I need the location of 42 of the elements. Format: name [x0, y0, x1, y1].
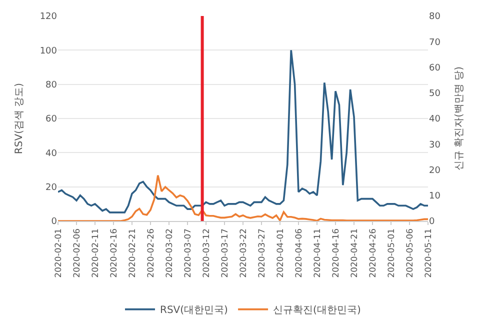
y2-tick-label: 80: [429, 12, 441, 22]
y-tick-label: 20: [46, 182, 58, 193]
x-tick-label: 2020-02-01: [54, 228, 64, 278]
y2-axis-title: 신규 확진자(백만명 당): [454, 66, 466, 171]
x-tick-label: 2020-03-22: [238, 228, 249, 278]
x-tick-label: 2020-02-11: [90, 228, 101, 278]
x-tick-label: 2020-04-11: [312, 228, 323, 278]
y2-tick-label: 40: [429, 114, 441, 125]
x-tick-label: 2020-04-01: [276, 228, 286, 278]
x-tick-label: 2020-03-17: [220, 228, 230, 278]
y-tick-label: 0: [51, 217, 58, 228]
y-tick-label: 80: [46, 80, 58, 90]
y-tick-label: 100: [40, 46, 58, 56]
y-tick-label: 120: [40, 12, 58, 22]
y2-tick-label: 10: [429, 192, 441, 202]
x-tick-label: 2020-03-27: [257, 228, 268, 278]
x-tick-label: 2020-03-12: [202, 228, 212, 278]
y-axis-title: RSV(검색 강도): [14, 82, 25, 154]
y2-tick-label: 70: [429, 38, 441, 48]
x-tick-label: 2020-03-02: [164, 228, 175, 278]
x-tick-label: 2020-04-21: [350, 228, 360, 278]
x-tick-label: 2020-05-06: [405, 228, 416, 278]
x-tick-label: 2020-02-06: [72, 228, 82, 278]
legend-label: 신규확진(대한민국): [273, 305, 361, 316]
x-tick-label: 2020-02-16: [109, 228, 120, 278]
y2-tick-label: 60: [429, 63, 441, 74]
x-tick-label: 2020-04-26: [368, 228, 378, 278]
y-tick-label: 40: [46, 148, 58, 159]
x-tick-label: 2020-05-11: [424, 228, 434, 278]
y2-tick-label: 20: [429, 166, 441, 176]
x-tick-label: 2020-02-26: [146, 228, 156, 278]
y2-tick-label: 50: [429, 89, 441, 100]
y-tick-label: 60: [46, 114, 58, 125]
x-tick-label: 2020-04-16: [331, 228, 342, 278]
legend-label: RSV(대한민국): [160, 305, 228, 316]
y2-tick-label: 0: [429, 217, 435, 228]
x-tick-label: 2020-05-01: [386, 228, 397, 278]
x-tick-label: 2020-03-07: [183, 228, 194, 278]
line-series: [58, 49, 428, 214]
y2-tick-label: 30: [429, 140, 441, 150]
x-tick-label: 2020-04-06: [294, 228, 304, 278]
x-tick-label: 2020-02-21: [128, 228, 138, 278]
